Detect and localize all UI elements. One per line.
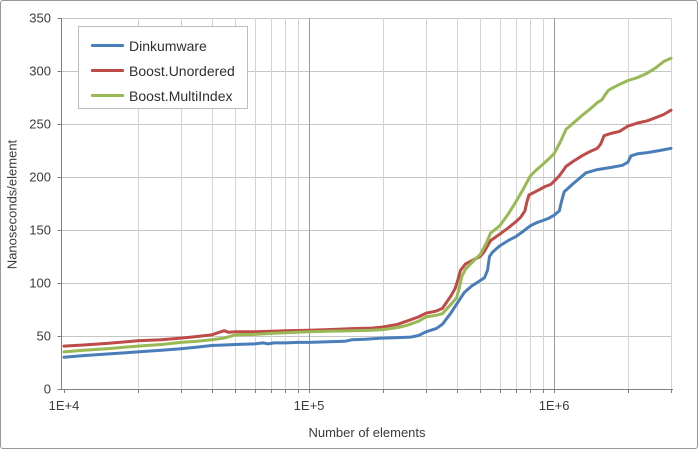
x-tick-label: 1E+5	[294, 398, 325, 413]
y-tick-label: 50	[37, 329, 51, 344]
y-tick-label: 300	[29, 64, 51, 79]
legend-line-swatch-red	[91, 69, 124, 72]
x-tick-label: 1E+4	[49, 398, 80, 413]
legend-item-boost-multiindex[interactable]: Boost.MultiIndex	[91, 83, 247, 108]
x-tick-label: 1E+6	[539, 398, 570, 413]
legend-label: Boost.MultiIndex	[129, 87, 233, 104]
y-tick-label: 250	[29, 117, 51, 132]
x-axis-title: Number of elements	[308, 425, 426, 440]
y-tick-label: 150	[29, 223, 51, 238]
legend: Dinkumware Boost.Unordered Boost.MultiIn…	[78, 26, 248, 109]
legend-line-swatch-blue	[91, 44, 124, 47]
legend-label: Boost.Unordered	[129, 62, 235, 79]
y-axis-title: Nanoseconds/element	[4, 139, 20, 270]
legend-line-swatch-green	[91, 94, 124, 97]
y-tick-label: 350	[29, 11, 51, 26]
legend-item-boost-unordered[interactable]: Boost.Unordered	[91, 58, 247, 83]
y-tick-label: 200	[29, 170, 51, 185]
legend-label: Dinkumware	[129, 37, 207, 54]
legend-item-dinkumware[interactable]: Dinkumware	[91, 33, 247, 58]
y-tick-label: 0	[44, 382, 51, 397]
y-tick-label: 100	[29, 276, 51, 291]
